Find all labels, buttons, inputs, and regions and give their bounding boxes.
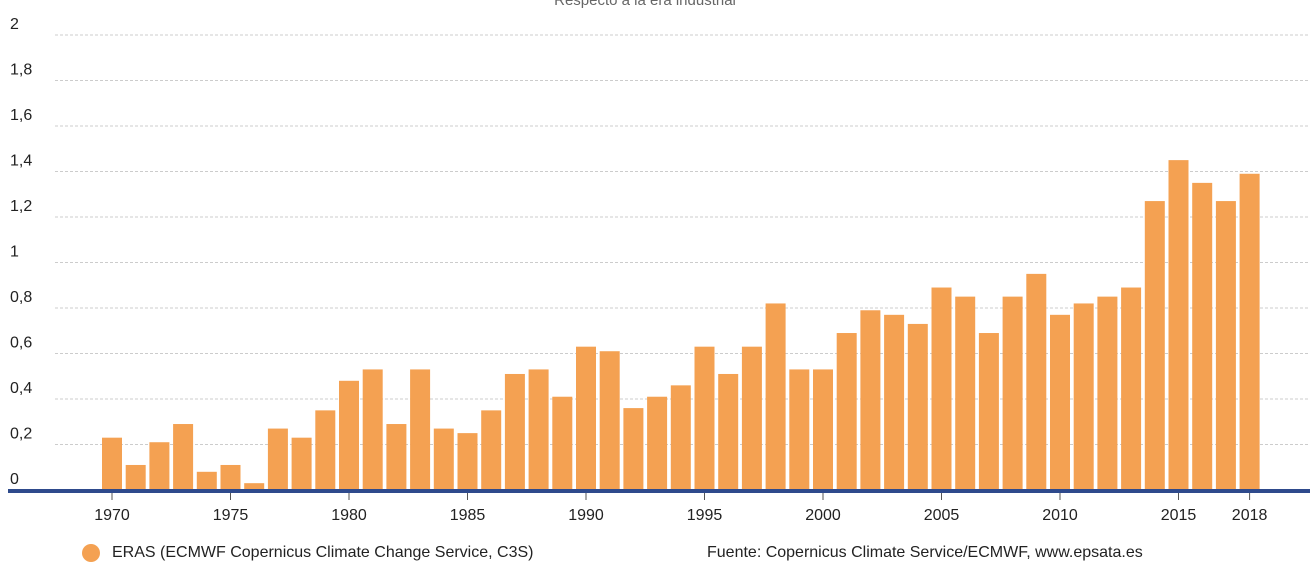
y-tick-label: 1 <box>10 244 19 261</box>
bar-1987 <box>504 373 525 490</box>
bar-2001 <box>836 333 857 490</box>
bar-2014 <box>1144 201 1165 490</box>
bar-1992 <box>623 408 644 490</box>
bar-1985 <box>457 433 478 490</box>
bar-1991 <box>599 351 620 490</box>
y-tick-label: 1,6 <box>10 107 32 124</box>
y-tick-label: 0,8 <box>10 289 32 306</box>
bar-1978 <box>291 437 312 490</box>
bar-1980 <box>339 380 359 490</box>
bar-2004 <box>907 323 928 490</box>
bar-1988 <box>528 369 549 490</box>
bar-1995 <box>694 346 715 490</box>
bar-1983 <box>410 369 431 490</box>
bar-2010 <box>1050 314 1070 490</box>
bar-2000 <box>813 369 833 490</box>
bar-2005 <box>931 287 952 490</box>
bar-1986 <box>481 410 502 490</box>
x-tick-labels: 1970 1975 1980 1985 1990 1995 2000 2005 2010 2015… <box>94 493 1267 524</box>
x-tick-label: 2015 <box>1161 507 1197 524</box>
y-tick-label: 0,2 <box>10 426 32 443</box>
x-tick-label: 1970 <box>94 507 130 524</box>
bar-1997 <box>741 346 762 490</box>
bar-1993 <box>647 396 668 490</box>
bar-1971 <box>125 464 146 490</box>
bar-2015 <box>1168 160 1189 490</box>
bar-1984 <box>433 428 454 490</box>
bar-2012 <box>1097 296 1118 490</box>
bar-2002 <box>860 310 881 490</box>
bar-1973 <box>173 424 194 490</box>
bar-1972 <box>149 442 170 490</box>
x-tick-label: 2000 <box>805 507 841 524</box>
x-tick-label: 1985 <box>450 507 486 524</box>
bar-2016 <box>1192 182 1213 490</box>
y-tick-label: 0,6 <box>10 335 32 352</box>
bar-1979 <box>315 410 336 490</box>
bar-2007 <box>978 333 999 490</box>
legend-label: ERAS (ECMWF Copernicus Climate Change Se… <box>112 544 534 561</box>
bar-chart: 0 0,2 0,4 0,6 0,8 1 1,2 1,4 1,6 1,8 2 1970 1975 1980… <box>8 16 1310 524</box>
y-tick-label: 1,4 <box>10 153 32 170</box>
y-tick-labels: 0 0,2 0,4 0,6 0,8 1 1,2 1,4 1,6 1,8 2 <box>10 16 32 488</box>
x-tick-label: 1980 <box>331 507 367 524</box>
y-tick-label: 2 <box>10 16 19 33</box>
bar-1977 <box>267 428 288 490</box>
y-tick-label: 0,4 <box>10 380 32 397</box>
bar-1994 <box>670 385 691 490</box>
bars <box>102 160 1260 490</box>
x-tick-label: 1975 <box>213 507 249 524</box>
y-tick-label: 0 <box>10 471 19 488</box>
bar-2003 <box>884 314 905 490</box>
chart-subtitle: Respecto a la era industrial <box>554 0 736 9</box>
bar-1982 <box>386 424 407 490</box>
y-tick-label: 1,2 <box>10 198 32 215</box>
source-note: Fuente: Copernicus Climate Service/ECMWF… <box>707 544 1143 561</box>
bar-1990 <box>576 346 596 490</box>
bar-2018 <box>1239 173 1260 490</box>
bar-2011 <box>1073 303 1094 490</box>
x-tick-label: 1990 <box>568 507 604 524</box>
bar-1976 <box>244 483 265 490</box>
x-tick-label: 2010 <box>1042 507 1078 524</box>
legend-marker <box>82 544 100 562</box>
x-tick-label: 2018 <box>1232 507 1268 524</box>
bar-1998 <box>765 303 786 490</box>
bar-1996 <box>718 373 739 490</box>
x-tick-label: 2005 <box>924 507 960 524</box>
bar-1970 <box>102 437 122 490</box>
bar-2013 <box>1121 287 1142 490</box>
bar-2009 <box>1026 273 1047 490</box>
bar-1989 <box>552 396 573 490</box>
bar-1975 <box>220 464 241 490</box>
bar-1974 <box>196 471 217 490</box>
bar-2017 <box>1215 201 1236 490</box>
bar-1999 <box>789 369 810 490</box>
bar-2006 <box>955 296 976 490</box>
bar-1981 <box>362 369 383 490</box>
legend: ERAS (ECMWF Copernicus Climate Change Se… <box>82 544 533 562</box>
x-tick-label: 1995 <box>687 507 723 524</box>
bar-2008 <box>1002 296 1023 490</box>
y-tick-label: 1,8 <box>10 62 32 79</box>
